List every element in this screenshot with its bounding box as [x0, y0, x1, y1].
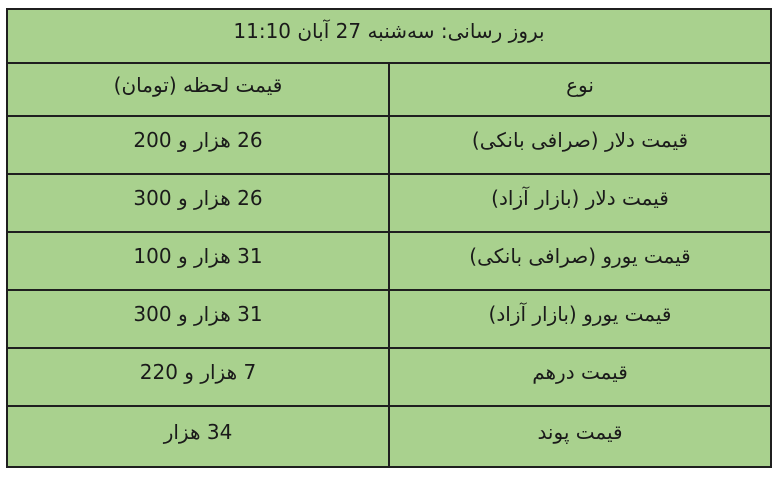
column-header-price: قیمت لحظه (تومان): [6, 62, 390, 117]
table-row-dirham: قیمت درهم 7 هزار و 220: [6, 347, 772, 407]
column-header-row: نوع قیمت لحظه (تومان): [6, 62, 772, 117]
price-cell: 31 هزار و 100: [6, 231, 390, 291]
type-cell: قیمت دلار (بازار آزاد): [388, 173, 772, 233]
table-row-dollar-free: قیمت دلار (بازار آزاد) 26 هزار و 300: [6, 173, 772, 233]
table-row-pound: قیمت پوند 34 هزار: [6, 405, 772, 468]
update-row: بروز رسانی: سه‌شنبه 27 آبان 11:10: [6, 8, 772, 64]
type-cell: قیمت درهم: [388, 347, 772, 407]
type-cell: قیمت یورو (بازار آزاد): [388, 289, 772, 349]
type-cell: قیمت پوند: [388, 405, 772, 468]
column-header-type: نوع: [388, 62, 772, 117]
price-cell: 26 هزار و 200: [6, 115, 390, 175]
update-header-cell: بروز رسانی: سه‌شنبه 27 آبان 11:10: [6, 8, 772, 64]
price-cell: 7 هزار و 220: [6, 347, 390, 407]
price-cell: 34 هزار: [6, 405, 390, 468]
price-cell: 26 هزار و 300: [6, 173, 390, 233]
currency-price-table: بروز رسانی: سه‌شنبه 27 آبان 11:10 نوع قی…: [6, 8, 772, 468]
type-cell: قیمت یورو (صرافی بانکی): [388, 231, 772, 291]
table-row-euro-bank: قیمت یورو (صرافی بانکی) 31 هزار و 100: [6, 231, 772, 291]
type-cell: قیمت دلار (صرافی بانکی): [388, 115, 772, 175]
price-cell: 31 هزار و 300: [6, 289, 390, 349]
table-row-euro-free: قیمت یورو (بازار آزاد) 31 هزار و 300: [6, 289, 772, 349]
table-row-dollar-bank: قیمت دلار (صرافی بانکی) 26 هزار و 200: [6, 115, 772, 175]
